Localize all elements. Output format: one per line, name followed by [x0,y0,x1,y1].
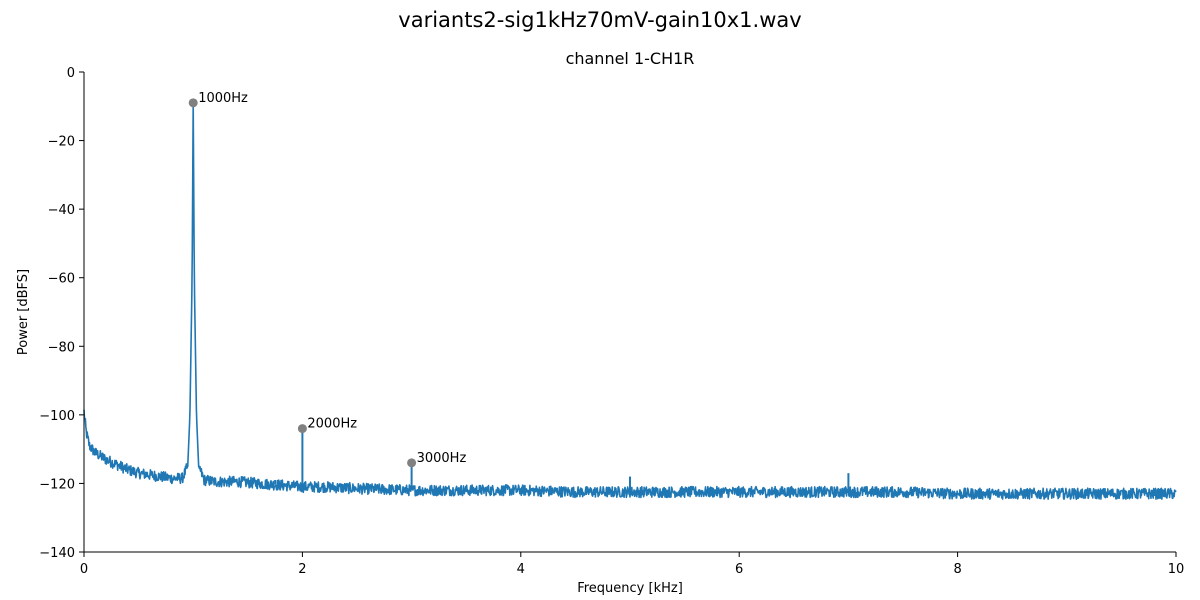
y-tick-label-2: −40 [48,203,75,218]
x-tick-label-5: 10 [1168,562,1185,577]
x-tick-label-3: 6 [735,562,743,577]
y-tick-label-5: −100 [39,409,75,424]
axes-layer: 0 2 4 6 8 10 0 −20 −40 −60 −80 −100 −120 −140 [39,66,1184,577]
x-tick-label-2: 4 [517,562,525,577]
y-axis-label: Power [dBFS] [16,269,31,355]
y-tick-label-6: −120 [39,477,75,492]
peak-marker-0 [188,98,198,108]
peak-marker-2 [407,458,417,468]
data-layer: 1000Hz 2000Hz 3000Hz [83,91,1177,501]
peak-label-1: 2000Hz [307,417,357,432]
y-tick-label-0: 0 [67,66,75,81]
peak-marker-1 [297,424,307,434]
y-tick-label-1: −20 [48,135,75,150]
x-axis-label: Frequency [kHz] [577,581,683,596]
x-tick-label-1: 2 [298,562,306,577]
x-tick-label-4: 8 [953,562,961,577]
y-tick-label-3: −60 [48,272,75,287]
x-tick-label-0: 0 [80,562,88,577]
y-tick-label-7: −140 [39,546,75,561]
peak-label-2: 3000Hz [417,451,467,466]
series-line [83,102,1177,501]
peak-label-0: 1000Hz [198,91,248,106]
y-tick-label-4: −80 [48,340,75,355]
figure-title: variants2-sig1kHz70mV-gain10x1.wav [398,8,802,32]
axes-title: channel 1-CH1R [566,49,695,68]
